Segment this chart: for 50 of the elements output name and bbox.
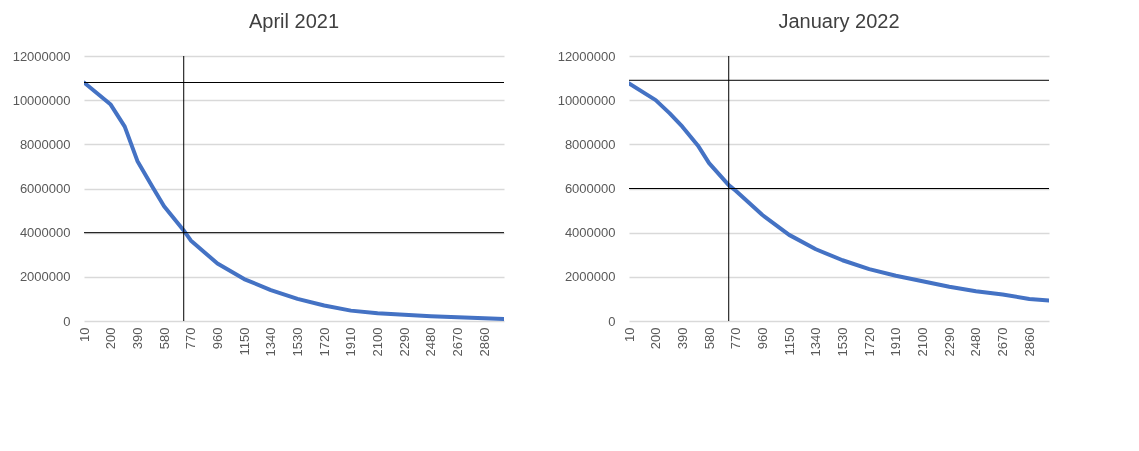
x-tick-label: 2480: [968, 327, 984, 357]
y-tick-label: 6000000: [19, 181, 71, 196]
y-tick-label: 4000000: [19, 225, 71, 241]
x-tick-label: 1910: [888, 327, 904, 357]
x-tick-label: 10: [621, 327, 637, 342]
x-tick-label: 390: [129, 327, 145, 350]
x-tick-label: 2100: [915, 327, 931, 357]
y-tick-label: 4000000: [564, 225, 616, 241]
x-tick-label: 2480: [423, 327, 439, 357]
x-tick-label: 770: [183, 327, 199, 350]
x-tick-label: 1150: [781, 327, 797, 356]
x-tick-label: 1150: [236, 327, 252, 356]
y-tick-label: 2000000: [19, 269, 71, 285]
x-tick-label: 200: [103, 327, 119, 350]
line-series: [629, 81, 1049, 303]
x-tick-label: 390: [674, 327, 690, 350]
x-tick-label: 2670: [450, 327, 466, 357]
y-tick-label: 6000000: [564, 181, 616, 196]
x-tick-label: 960: [209, 327, 225, 350]
y-tick-label: 10000000: [12, 92, 71, 108]
x-tick-label: 2290: [396, 327, 412, 357]
x-tick-label: 200: [648, 327, 664, 350]
x-tick-label: 1340: [263, 327, 279, 357]
x-tick-label: 580: [701, 327, 717, 350]
x-tick-label: 1720: [861, 327, 877, 357]
y-tick-label: 0: [63, 313, 71, 329]
line-series: [84, 80, 504, 321]
x-tick-label: 770: [728, 327, 744, 350]
chart-title: April 2021: [248, 10, 340, 32]
y-tick-label: 12000000: [557, 48, 616, 64]
x-tick-label: 1720: [316, 327, 332, 357]
x-tick-label: 2860: [1021, 327, 1037, 357]
x-tick-label: 960: [754, 327, 770, 350]
chart-title: January 2022: [778, 10, 900, 32]
y-tick-label: 2000000: [564, 269, 616, 285]
y-tick-label: 8000000: [19, 136, 71, 152]
x-tick-label: 2670: [995, 327, 1011, 357]
x-tick-label: 1340: [808, 327, 824, 357]
x-tick-label: 2100: [370, 327, 386, 357]
x-tick-label: 10: [76, 327, 92, 342]
y-tick-label: 10000000: [557, 92, 616, 108]
x-tick-label: 1530: [835, 327, 851, 357]
x-tick-label: 1530: [290, 327, 306, 357]
y-tick-label: 0: [608, 313, 616, 329]
x-tick-label: 1910: [343, 327, 359, 357]
x-tick-label: 2290: [941, 327, 957, 357]
y-tick-label: 8000000: [564, 136, 616, 152]
x-tick-label: 2860: [476, 327, 492, 357]
y-tick-label: 12000000: [12, 48, 71, 64]
x-tick-label: 580: [156, 327, 172, 350]
